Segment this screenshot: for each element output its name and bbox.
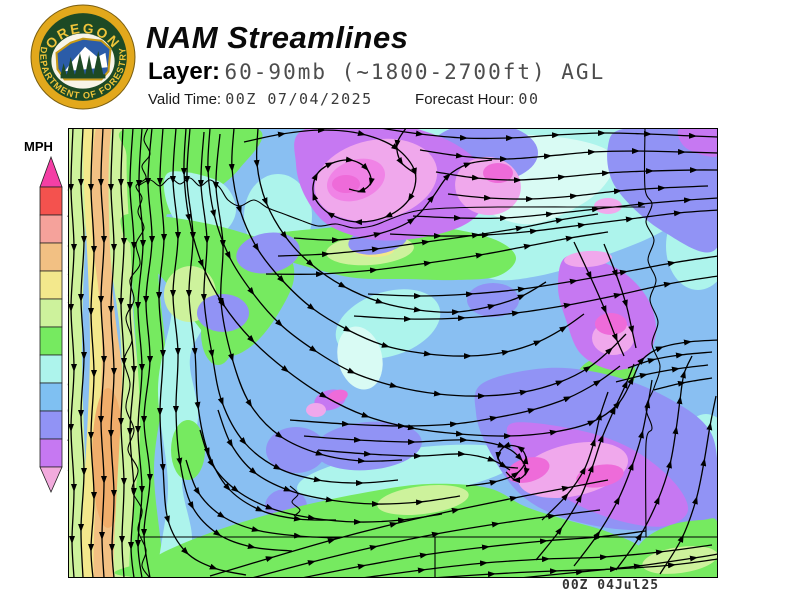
valid-time-line: Valid Time: 00Z 07/04/2025 Forecast Hour…: [148, 90, 539, 108]
layer-value: 60-90mb (~1800-2700ft) AGL: [224, 60, 606, 84]
streamline-map: [65, 85, 745, 600]
logo-trees: [60, 50, 104, 76]
layer-label: Layer:: [148, 58, 221, 85]
forecast-hour-label: Forecast Hour:: [415, 91, 515, 108]
forecast-hour-value: 00: [518, 90, 540, 108]
streamline-map-canvas: [65, 85, 745, 600]
logo-ground: [60, 74, 106, 79]
valid-time-label: Valid Time:: [148, 91, 222, 108]
layer-line: Layer: 60-90mb (~1800-2700ft) AGL: [148, 58, 605, 86]
map-timestamp: 00Z 04Jul25: [562, 578, 660, 593]
page-title: NAM Streamlines: [146, 20, 409, 55]
legend-title: MPH: [24, 139, 53, 154]
odf-logo: OREGON DEPARTMENT OF FORESTRY: [30, 4, 136, 110]
valid-time-value: 00Z 07/04/2025: [225, 90, 373, 108]
